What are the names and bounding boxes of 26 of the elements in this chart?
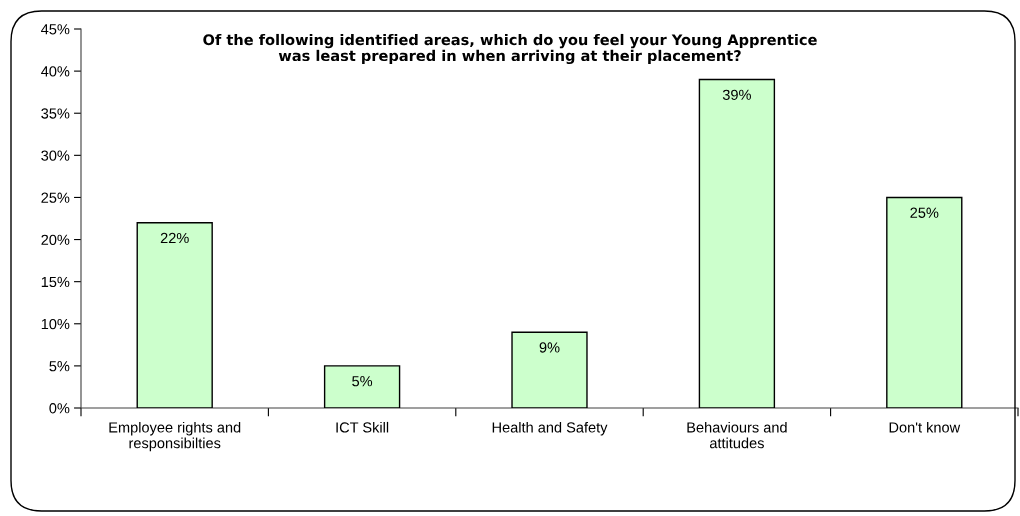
data-label: 39% [722,89,751,100]
y-tick-label: 5% [49,361,70,372]
y-tick-label: 15% [41,276,70,288]
y-tick-label: 40% [41,66,70,77]
data-label: 22% [160,232,189,244]
x-tick-label: Behaviours and attitudes [687,421,787,449]
data-label: 5% [352,376,373,387]
bar [886,196,963,408]
y-tick-label: 45% [41,24,70,35]
x-tick-label: Health and Safety [492,421,608,436]
x-tick-label: Employee rights and responsibilties [109,421,241,452]
y-tick-label: 20% [41,234,70,245]
bar [698,78,776,408]
y-tick-label: 0% [49,403,70,414]
text: Of the following identified areas, which do you feel your Young Apprentice was least prepared in when arriving at their placement? [203,33,817,65]
y-tick-label: 35% [41,108,70,119]
y-tick-label: 30% [41,150,70,161]
bar [136,222,213,408]
y-tick-label: 25% [41,192,70,203]
data-label: 25% [910,207,939,218]
y-tick-label: 10% [41,318,70,330]
bar [323,365,401,408]
x-tick-label: ICT Skill [336,421,389,433]
bar [511,331,588,408]
x-tick-label: Don't know [889,421,961,433]
data-label: 9% [539,342,560,353]
